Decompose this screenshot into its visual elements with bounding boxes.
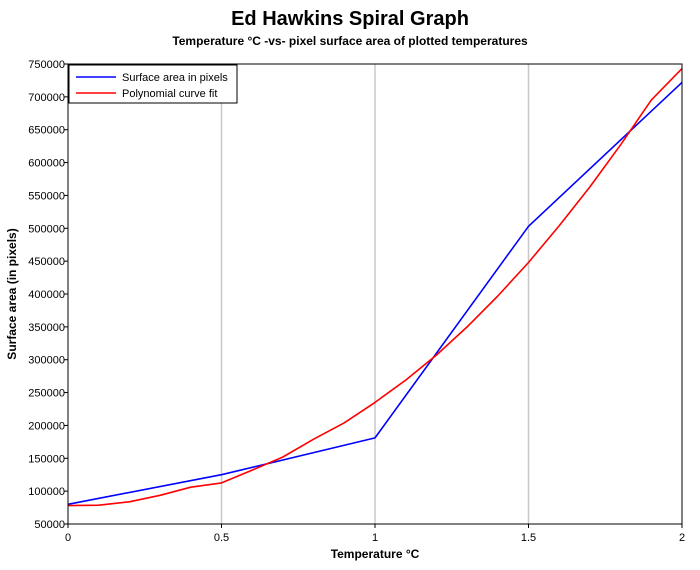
series-line-polynomial-fit xyxy=(67,68,683,507)
y-tick-label: 200000 xyxy=(28,420,65,432)
series-line-surface-area xyxy=(67,81,683,506)
y-axis-ticks: 50000 100000 150000 200000 250000 300000 35000… xyxy=(28,59,68,531)
y-tick-label: 600000 xyxy=(28,158,65,170)
y-tick-label: 650000 xyxy=(28,125,65,137)
legend-box xyxy=(68,64,238,104)
legend-label-surface-area: Surface area in pixels xyxy=(122,72,228,84)
x-axis-label: Temperature °C xyxy=(331,547,420,561)
x-tick-label: 0.5 xyxy=(214,532,229,544)
x-tick-label: 2 xyxy=(679,532,685,544)
y-tick-label: 350000 xyxy=(28,322,65,334)
x-axis-ticks: 0 0.5 1 1.5 2 xyxy=(65,524,685,544)
chart-subtitle: Temperature °C -vs- pixel surface area o… xyxy=(172,34,528,48)
legend: Surface area in pixels Polynomial curve … xyxy=(68,64,238,104)
y-tick-label: 50000 xyxy=(34,519,65,531)
y-tick-label: 700000 xyxy=(28,92,65,104)
y-tick-label: 400000 xyxy=(28,289,65,301)
y-tick-label: 150000 xyxy=(28,453,65,465)
y-tick-label: 450000 xyxy=(28,256,65,268)
y-tick-label: 750000 xyxy=(28,59,65,71)
chart-title: Ed Hawkins Spiral Graph xyxy=(231,8,469,30)
y-tick-label: 250000 xyxy=(28,388,65,400)
x-tick-label: 0 xyxy=(65,532,71,544)
grid-lines xyxy=(220,64,530,524)
legend-label-polynomial-fit: Polynomial curve fit xyxy=(122,88,217,100)
y-tick-label: 550000 xyxy=(28,190,65,202)
series-layer xyxy=(67,68,683,507)
x-tick-label: 1 xyxy=(372,532,378,544)
y-tick-label: 500000 xyxy=(28,223,65,235)
y-tick-label: 300000 xyxy=(28,355,65,367)
y-axis-label: Surface area (in pixels) xyxy=(5,228,19,359)
x-tick-label: 1.5 xyxy=(521,532,536,544)
y-tick-label: 100000 xyxy=(28,486,65,498)
